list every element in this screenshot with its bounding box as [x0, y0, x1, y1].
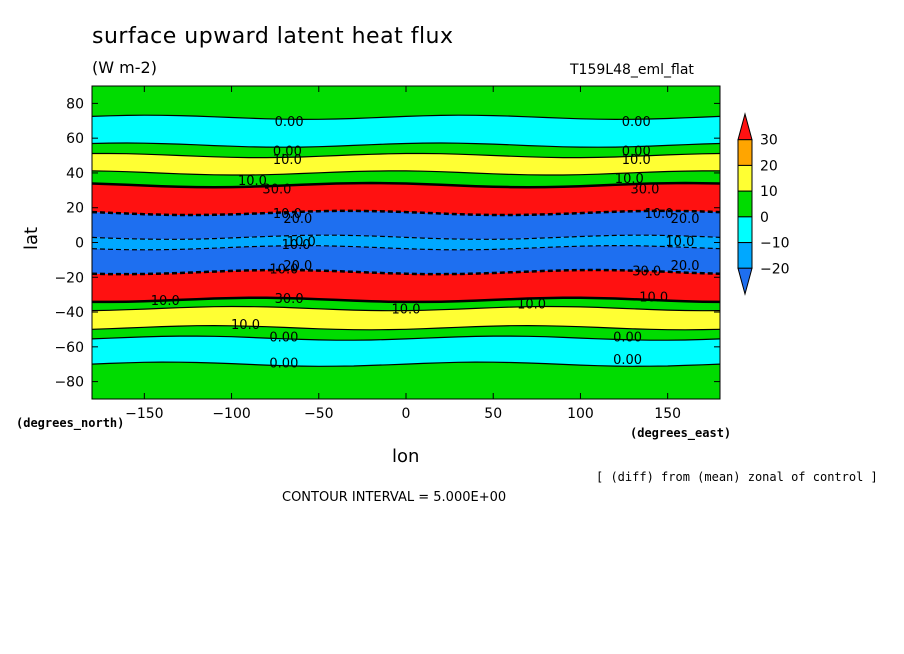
contour-label-15: 10.0: [282, 238, 311, 253]
y-tick-label-5: −20: [54, 270, 84, 286]
contour-line-11: [91, 324, 721, 331]
colorbar-segment-5: [737, 242, 753, 269]
contour-label-30: 0.00: [613, 353, 642, 368]
contour-label-11: 20.0: [283, 212, 312, 227]
contour-label-13: 20.0: [671, 212, 700, 227]
contour-label-28: 0.00: [613, 330, 642, 345]
contour-label-18: 20.0: [283, 259, 312, 274]
y-tick-label-6: −40: [54, 305, 84, 321]
chart-title: surface upward latent heat flux: [92, 24, 454, 49]
colorbar-segment-6: [737, 267, 753, 296]
contour-line-8: [91, 268, 721, 276]
band-14: [92, 362, 720, 399]
band-12: [92, 325, 720, 341]
contour-label-3: 0.00: [622, 144, 651, 159]
band-6: [92, 210, 720, 240]
contour-label-4: 10.0: [273, 153, 302, 168]
contour-label-6: 10.0: [238, 174, 267, 189]
band-2: [92, 143, 720, 158]
y-tick-label-0: 80: [66, 96, 84, 112]
y-unit-note: (degrees_north): [16, 416, 125, 430]
y-tick-label-8: −80: [54, 375, 84, 391]
band-1: [92, 115, 720, 148]
contour-label-12: 10.0: [644, 207, 673, 222]
x-tick-label-4: 50: [484, 406, 502, 422]
colorbar-segment-0: [737, 112, 753, 141]
contour-line-4: [91, 181, 721, 189]
contour-label-16: 10.0: [665, 235, 694, 250]
colorbar-segment-4: [737, 216, 753, 244]
run-label: T159L48_eml_flat: [570, 62, 694, 78]
contour-label-25: 10.0: [517, 297, 546, 312]
band-0: [92, 86, 720, 120]
contour-line-5: [91, 209, 721, 217]
contour-label-22: 10.0: [639, 290, 668, 305]
contour-label-10: 10.0: [273, 207, 302, 222]
band-8: [92, 245, 720, 275]
contour-label-9: 30.0: [631, 183, 660, 198]
band-7: [92, 235, 720, 250]
contour-line-7: [91, 244, 721, 251]
contour-line-13: [91, 361, 721, 367]
x-tick-label-2: −50: [304, 406, 334, 422]
contour-label-2: 0.00: [273, 144, 302, 159]
contour-label-20: 20.0: [671, 259, 700, 274]
y-tick-label-1: 60: [66, 131, 84, 147]
x-tick-label-6: 150: [654, 406, 681, 422]
colorbar-label-5: −20: [760, 261, 790, 277]
contour-line-10: [91, 305, 721, 312]
x-tick-label-3: 0: [402, 406, 411, 422]
contour-label-24: 10.0: [392, 303, 421, 318]
contour-interval: CONTOUR INTERVAL = 5.000E+00: [282, 490, 507, 505]
x-axis-label: lon: [392, 446, 420, 467]
colorbar-label-2: 10: [760, 184, 778, 200]
y-tick-label-4: 0: [75, 236, 84, 252]
y-tick-label-2: 40: [66, 166, 84, 182]
contour-label-29: 0.00: [269, 356, 298, 371]
diff-note: [ (diff) from (mean) zonal of control ]: [596, 470, 878, 484]
colorbar-label-0: 30: [760, 133, 778, 149]
contour-line-9: [92, 296, 721, 304]
units-label: (W m-2): [92, 58, 157, 77]
contour-label-27: 0.00: [269, 330, 298, 345]
contour-line-0: [91, 114, 721, 121]
x-tick-label-5: 100: [567, 406, 594, 422]
x-tick-label-0: −150: [125, 406, 163, 422]
colorbar-segment-3: [737, 190, 753, 218]
contour-label-1: 0.00: [622, 115, 651, 130]
contour-label-17: 10.0: [269, 263, 298, 278]
colorbar-label-1: 20: [760, 158, 778, 174]
contour-line-12: [91, 335, 721, 341]
band-4: [92, 170, 720, 188]
x-unit-note: (degrees_east): [630, 426, 732, 440]
contour-label-14: 10.0: [287, 235, 316, 250]
contour-label-26: 10.0: [231, 318, 260, 333]
band-11: [92, 306, 720, 330]
band-3: [92, 153, 720, 175]
contour-line-1: [91, 142, 721, 148]
band-5: [92, 183, 720, 215]
contour-label-8: 30.0: [262, 183, 291, 198]
contour-line-6: [91, 234, 721, 240]
colorbar-segment-2: [737, 164, 753, 192]
contour-line-2: [92, 152, 721, 159]
colorbar-label-3: 0: [760, 210, 769, 226]
contour-label-5: 10.0: [622, 153, 651, 168]
contour-label-21: 30.0: [275, 292, 304, 307]
contour-label-7: 10.0: [615, 172, 644, 187]
band-10: [92, 297, 720, 311]
colorbar-segment-1: [737, 139, 753, 166]
x-tick-label-1: −100: [212, 406, 250, 422]
contour-line-3: [91, 170, 720, 176]
y-tick-label-3: 20: [66, 201, 84, 217]
y-tick-label-7: −60: [54, 340, 84, 356]
band-13: [92, 336, 720, 367]
band-9: [92, 270, 720, 302]
colorbar-label-4: −10: [760, 236, 790, 252]
contour-label-19: 30.0: [632, 264, 661, 279]
contour-label-0: 0.00: [275, 115, 304, 130]
contour-label-23: 10.0: [151, 294, 180, 309]
